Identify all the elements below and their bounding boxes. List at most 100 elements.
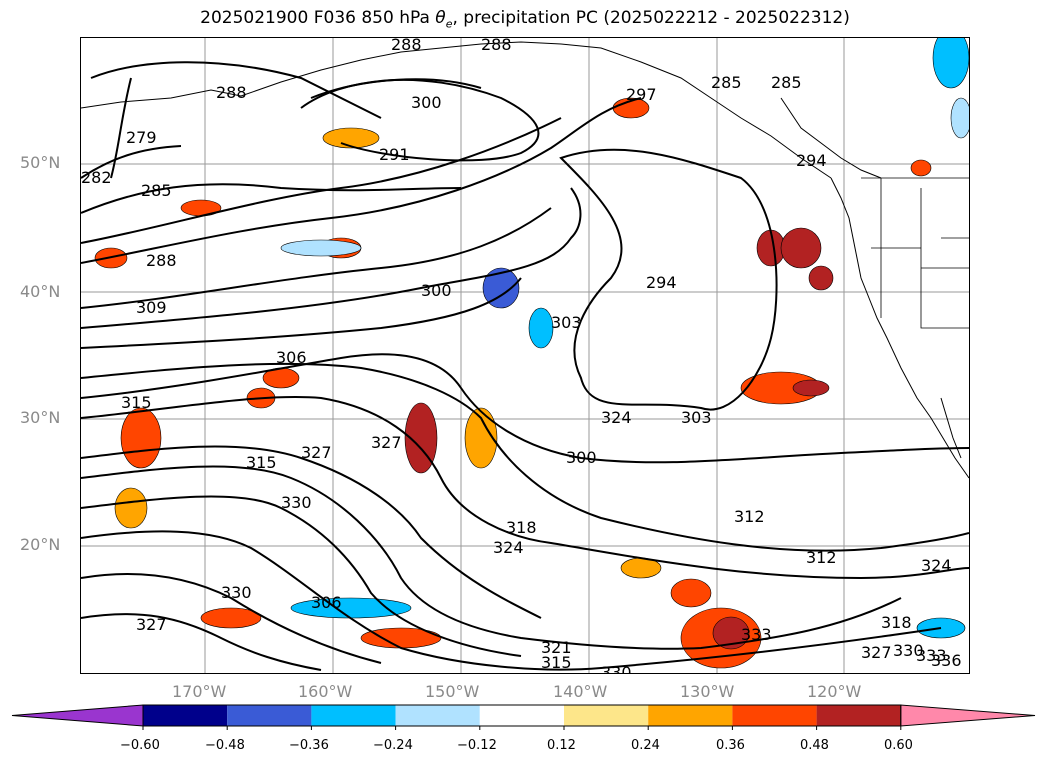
contour-288-north [90, 61, 382, 119]
contour-label: 291 [379, 145, 410, 164]
contour-label: 318 [506, 518, 537, 537]
contour-label: 300 [411, 93, 442, 112]
contour-label: 285 [771, 73, 802, 92]
precip-blob [290, 597, 412, 619]
contour-label: 324 [921, 556, 952, 575]
contour-327 [81, 495, 522, 657]
colorbar-tick: 0.60 [884, 738, 913, 753]
contour-315 [81, 353, 969, 464]
precip-blob [200, 607, 262, 629]
contour-label: 306 [276, 348, 307, 367]
theta-subscript: e [445, 17, 453, 31]
contour-label: 285 [141, 181, 172, 200]
contour-label: 312 [806, 548, 837, 567]
contour-label: 333 [741, 625, 772, 644]
contour-label-layer: 288 288 288 300 279 282 285 291 297 285 285 294 288 2… [81, 38, 962, 673]
contour-297 [81, 117, 562, 244]
precip-blob [950, 97, 969, 139]
precip-blob [404, 402, 438, 474]
precip-blob [280, 239, 362, 257]
contour-label: 324 [493, 538, 524, 557]
colorbar-segment [479, 705, 564, 726]
contour-label: 318 [881, 613, 912, 632]
colorbar-tick: 0.36 [716, 738, 745, 753]
contour-label: 315 [121, 393, 152, 412]
precip-blob [932, 38, 969, 89]
precip-blob [120, 407, 162, 469]
coastline [81, 41, 969, 479]
lon-label-140w: 140°W [553, 682, 608, 701]
colorbar-tick: −0.60 [120, 738, 160, 753]
contour-336 [81, 613, 322, 671]
contour-label: 288 [146, 251, 177, 270]
contour-label: 312 [734, 507, 765, 526]
contour-label: 327 [371, 433, 402, 452]
contour-label: 315 [541, 653, 572, 672]
contour-291 [300, 78, 540, 162]
contour-label: 333 [916, 646, 947, 665]
colorbar-extend-high [900, 704, 1036, 727]
lon-label-170w: 170°W [172, 682, 227, 701]
contour-label: 285 [711, 73, 742, 92]
precip-blob [528, 307, 554, 349]
contour-label: 309 [136, 298, 167, 317]
contour-label: 327 [861, 643, 892, 662]
precip-blob [792, 379, 830, 397]
colorbar-tick: 0.12 [547, 738, 576, 753]
colorbar-frame [142, 704, 902, 727]
contour-label: 300 [421, 281, 452, 300]
colorbar-segment [816, 705, 901, 726]
precip-blob [670, 578, 712, 608]
precip-blob [464, 407, 498, 469]
pacific-nw-coast [830, 177, 969, 479]
contour-312 [81, 362, 969, 552]
contour-label: 282 [81, 168, 112, 187]
colorbar-segment [311, 705, 396, 726]
contour-label: 324 [601, 408, 632, 427]
contour-label: 297 [626, 85, 657, 104]
contour-330 [81, 530, 942, 671]
contour-300-north [310, 78, 482, 99]
contour-294 [81, 97, 642, 264]
map-canvas: 288 288 288 300 279 282 285 291 297 285 285 294 288 2… [81, 38, 969, 673]
precip-blob [910, 159, 932, 177]
contour-label: 330 [601, 663, 632, 673]
title-suffix: , precipitation PC (2025022212 - 2025022… [452, 8, 850, 28]
contour-label: 315 [246, 453, 277, 472]
contour-label: 327 [136, 615, 167, 634]
contour-label: 327 [301, 443, 332, 462]
colorbar-tick: 0.48 [800, 738, 829, 753]
contour-321 [81, 445, 542, 619]
colorbar-segment [564, 705, 649, 726]
precip-blob [712, 616, 750, 650]
precip-blob [780, 227, 822, 269]
contour-label: 321 [541, 638, 572, 657]
lon-label-130w: 130°W [680, 682, 735, 701]
contour-318 [81, 396, 969, 580]
contour-309 [81, 277, 522, 349]
theta-symbol: θ [435, 8, 446, 28]
state-line-2 [920, 188, 969, 329]
contour-label: 336 [931, 651, 962, 670]
colorbar-tick: −0.48 [205, 738, 245, 753]
contour-label: 303 [551, 313, 582, 332]
lat-label-20n: 20°N [20, 535, 61, 554]
map-title: 2025021900 F036 850 hPa θe, precipitatio… [80, 8, 970, 30]
precip-blob [114, 487, 148, 529]
title-prefix: 2025021900 F036 850 hPa [200, 8, 436, 28]
contour-303 [81, 207, 552, 309]
contour-label: 303 [681, 408, 712, 427]
contour-282 [81, 145, 182, 179]
precip-blob [322, 127, 380, 149]
colorbar-segment [143, 705, 228, 726]
lon-label-150w: 150°W [425, 682, 480, 701]
colorbar-tick: −0.24 [373, 738, 413, 753]
precipitation-shading [94, 38, 969, 669]
precip-blob [360, 627, 442, 649]
precip-blob [482, 267, 520, 309]
colorbar-segment [732, 705, 817, 726]
colorbar-extend-low [11, 704, 144, 727]
contour-label: 288 [216, 83, 247, 102]
contour-279 [110, 77, 132, 179]
map-panel: 288 288 288 300 279 282 285 291 297 285 285 294 288 2… [80, 37, 970, 674]
